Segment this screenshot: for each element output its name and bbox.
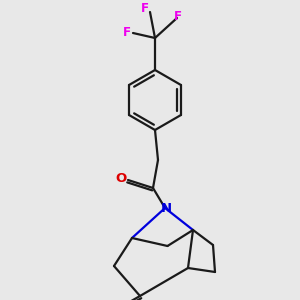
Text: O: O: [116, 172, 127, 185]
Text: F: F: [141, 2, 149, 16]
Text: N: N: [160, 202, 172, 214]
Text: F: F: [174, 10, 182, 22]
Text: F: F: [123, 26, 131, 40]
